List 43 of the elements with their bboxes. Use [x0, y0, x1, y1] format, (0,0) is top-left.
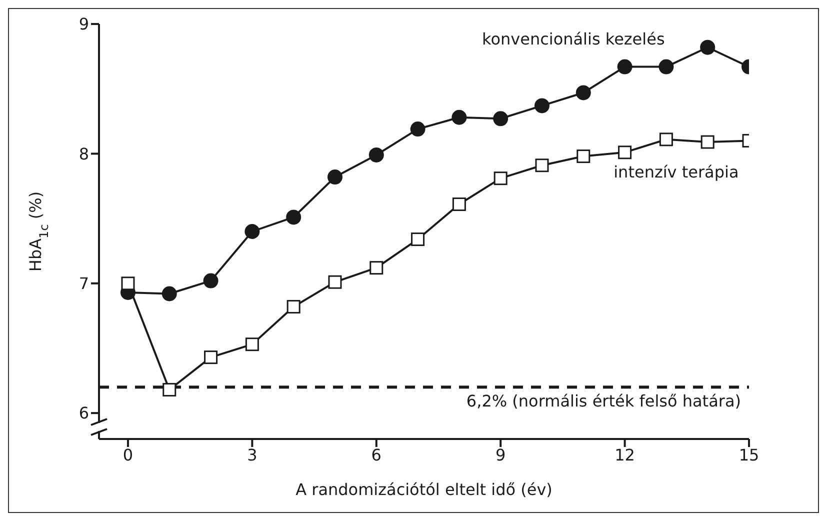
x-axis-title: A randomizációtól eltelt idő (év): [296, 480, 552, 499]
point: [411, 232, 425, 246]
point: [245, 338, 259, 352]
x-tick-label: 0: [122, 445, 134, 464]
point: [617, 59, 632, 74]
point: [328, 275, 342, 289]
x-tick-label: 6: [371, 445, 382, 464]
point: [286, 210, 302, 225]
point: [203, 273, 218, 288]
y-tick-label: 9: [78, 14, 89, 34]
series-label: konvencionális kezelés: [482, 30, 665, 49]
point: [618, 146, 632, 160]
x-tick-label: 3: [247, 445, 258, 464]
point: [494, 172, 508, 186]
point: [244, 224, 260, 239]
point: [700, 40, 716, 55]
y-tick-label: 6: [78, 404, 89, 423]
y-tick-label: 7: [78, 274, 89, 294]
x-tick-label: 15: [738, 445, 760, 464]
ref-line-label: 6,2% (normális érték felső határa): [466, 391, 741, 410]
point: [368, 147, 384, 162]
point: [162, 286, 177, 302]
point: [576, 85, 591, 100]
point: [535, 158, 549, 172]
y-tick-label: 8: [78, 144, 89, 164]
point: [534, 98, 550, 114]
point: [286, 300, 300, 314]
point: [410, 122, 426, 137]
point: [162, 382, 176, 396]
point: [452, 110, 467, 125]
point: [658, 59, 674, 74]
x-tick-label: 9: [496, 445, 506, 464]
point: [493, 111, 508, 126]
series-label: intenzív terápia: [614, 162, 739, 182]
point: [576, 150, 590, 164]
point: [121, 276, 135, 290]
point: [700, 135, 714, 149]
point: [452, 198, 466, 212]
point: [370, 261, 384, 275]
point: [659, 132, 673, 146]
point: [327, 170, 342, 185]
point: [204, 350, 218, 364]
x-tick-label: 12: [614, 445, 635, 464]
